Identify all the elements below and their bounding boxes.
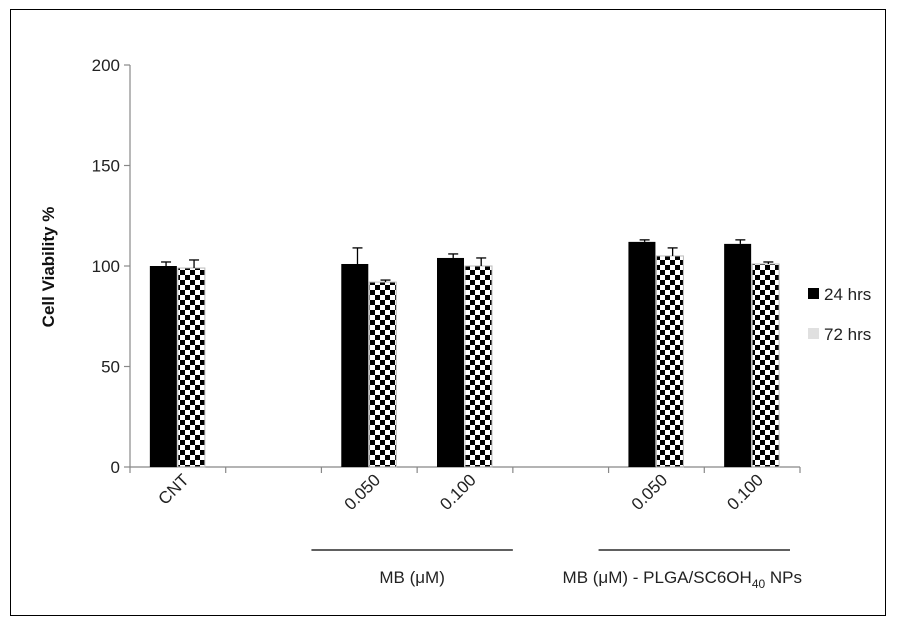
legend: 24 hrs 72 hrs xyxy=(808,285,871,344)
y-tick-label: 200 xyxy=(92,56,120,75)
y-axis: 0 50 100 150 200 xyxy=(92,56,131,477)
bar-24hrs xyxy=(437,257,464,467)
x-tick-label: 0.050 xyxy=(341,470,385,514)
bar-72hrs xyxy=(368,281,397,468)
bar-72hrs xyxy=(464,265,493,468)
bar-72hrs xyxy=(655,255,684,468)
x-tick-label: 0.050 xyxy=(628,470,672,514)
legend-label: 72 hrs xyxy=(824,325,871,344)
bar-72hrs xyxy=(177,267,206,468)
chart-frame xyxy=(10,9,886,616)
x-tick-label: 0.100 xyxy=(436,470,480,514)
y-tick-label: 0 xyxy=(111,458,120,477)
bars xyxy=(149,241,780,468)
bar-24hrs xyxy=(341,263,369,467)
y-tick-label: 50 xyxy=(101,358,120,377)
bar-24hrs xyxy=(724,243,752,467)
bar-24hrs xyxy=(149,266,177,467)
legend-swatch xyxy=(808,328,819,339)
x-tick-label: CNT xyxy=(155,470,193,508)
bar-24hrs xyxy=(628,241,656,467)
group-label: MB (μM) xyxy=(379,568,445,587)
y-tick-label: 100 xyxy=(92,257,120,276)
y-tick-label: 150 xyxy=(92,157,120,176)
error-bars xyxy=(161,239,774,283)
x-tick-labels: CNT 0.050 0.100 0.050 0.100 xyxy=(155,470,767,514)
legend-label: 24 hrs xyxy=(824,285,871,304)
bar-72hrs xyxy=(751,263,780,468)
group-labels: MB (μM) MB (μM) - PLGA/SC6OH40 NPs xyxy=(311,549,802,591)
x-tick-label: 0.100 xyxy=(723,470,767,514)
group-label: MB (μM) - PLGA/SC6OH40 NPs xyxy=(563,568,802,591)
y-axis-label: Cell Viability % xyxy=(39,207,58,328)
legend-swatch xyxy=(808,288,819,299)
